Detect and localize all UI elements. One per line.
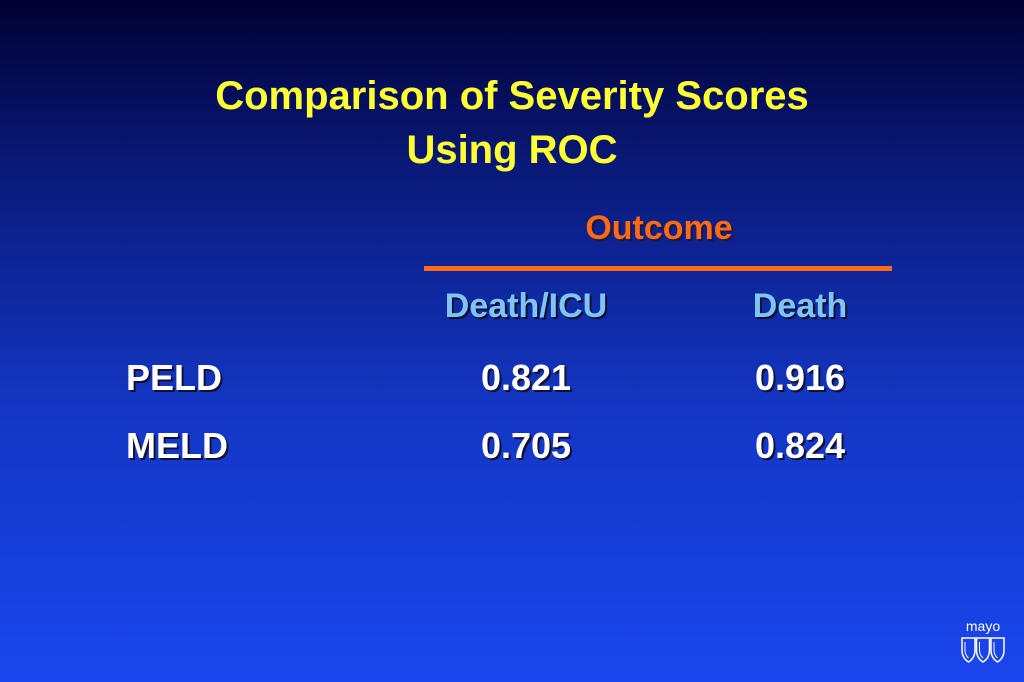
mayo-logo: mayo: [958, 618, 1008, 666]
column-header-death: Death: [752, 287, 848, 325]
outcome-divider: [424, 266, 892, 271]
logo-text: mayo: [965, 618, 1001, 634]
mayo-shields-icon: [961, 637, 1005, 663]
cell-peld-death-icu: 0.821: [480, 357, 572, 398]
slide-title-line1: Comparison of Severity Scores: [215, 74, 809, 118]
outcome-group-header: Outcome: [585, 209, 733, 247]
row-label-meld: MELD: [126, 425, 228, 466]
row-label-peld: PELD: [126, 357, 223, 398]
cell-peld-death: 0.916: [754, 357, 846, 398]
cell-meld-death: 0.824: [754, 425, 846, 466]
slide-title-line2: Using ROC: [406, 128, 618, 172]
cell-meld-death-icu: 0.705: [480, 425, 572, 466]
column-header-death-icu: Death/ICU: [444, 287, 608, 325]
